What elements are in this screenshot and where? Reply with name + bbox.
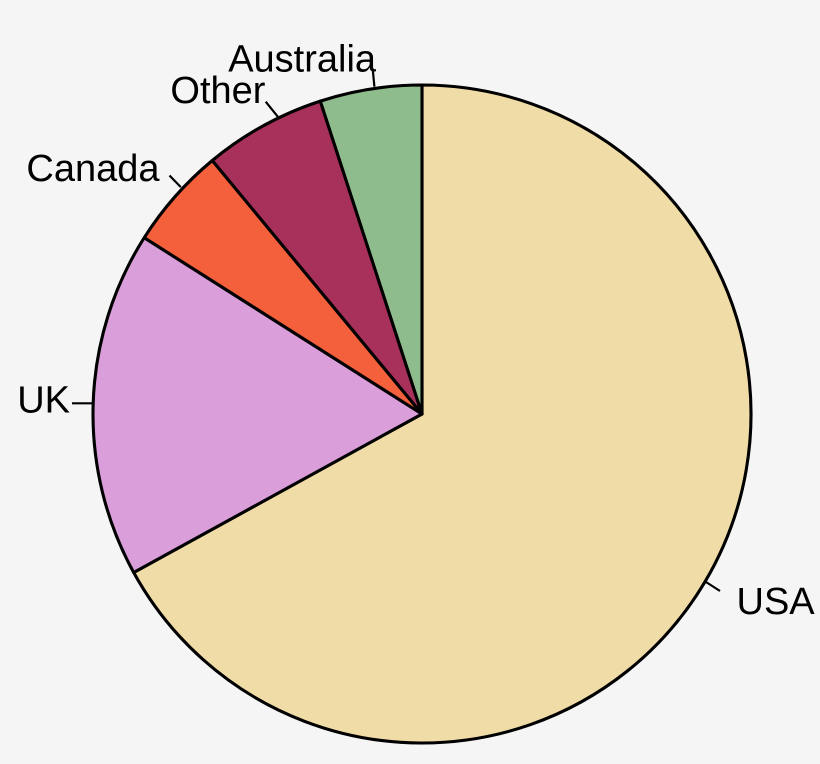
svg-text:UK: UK [17,379,70,421]
svg-text:Canada: Canada [26,148,160,190]
svg-text:Australia: Australia [228,38,377,80]
svg-text:USA: USA [737,581,816,623]
